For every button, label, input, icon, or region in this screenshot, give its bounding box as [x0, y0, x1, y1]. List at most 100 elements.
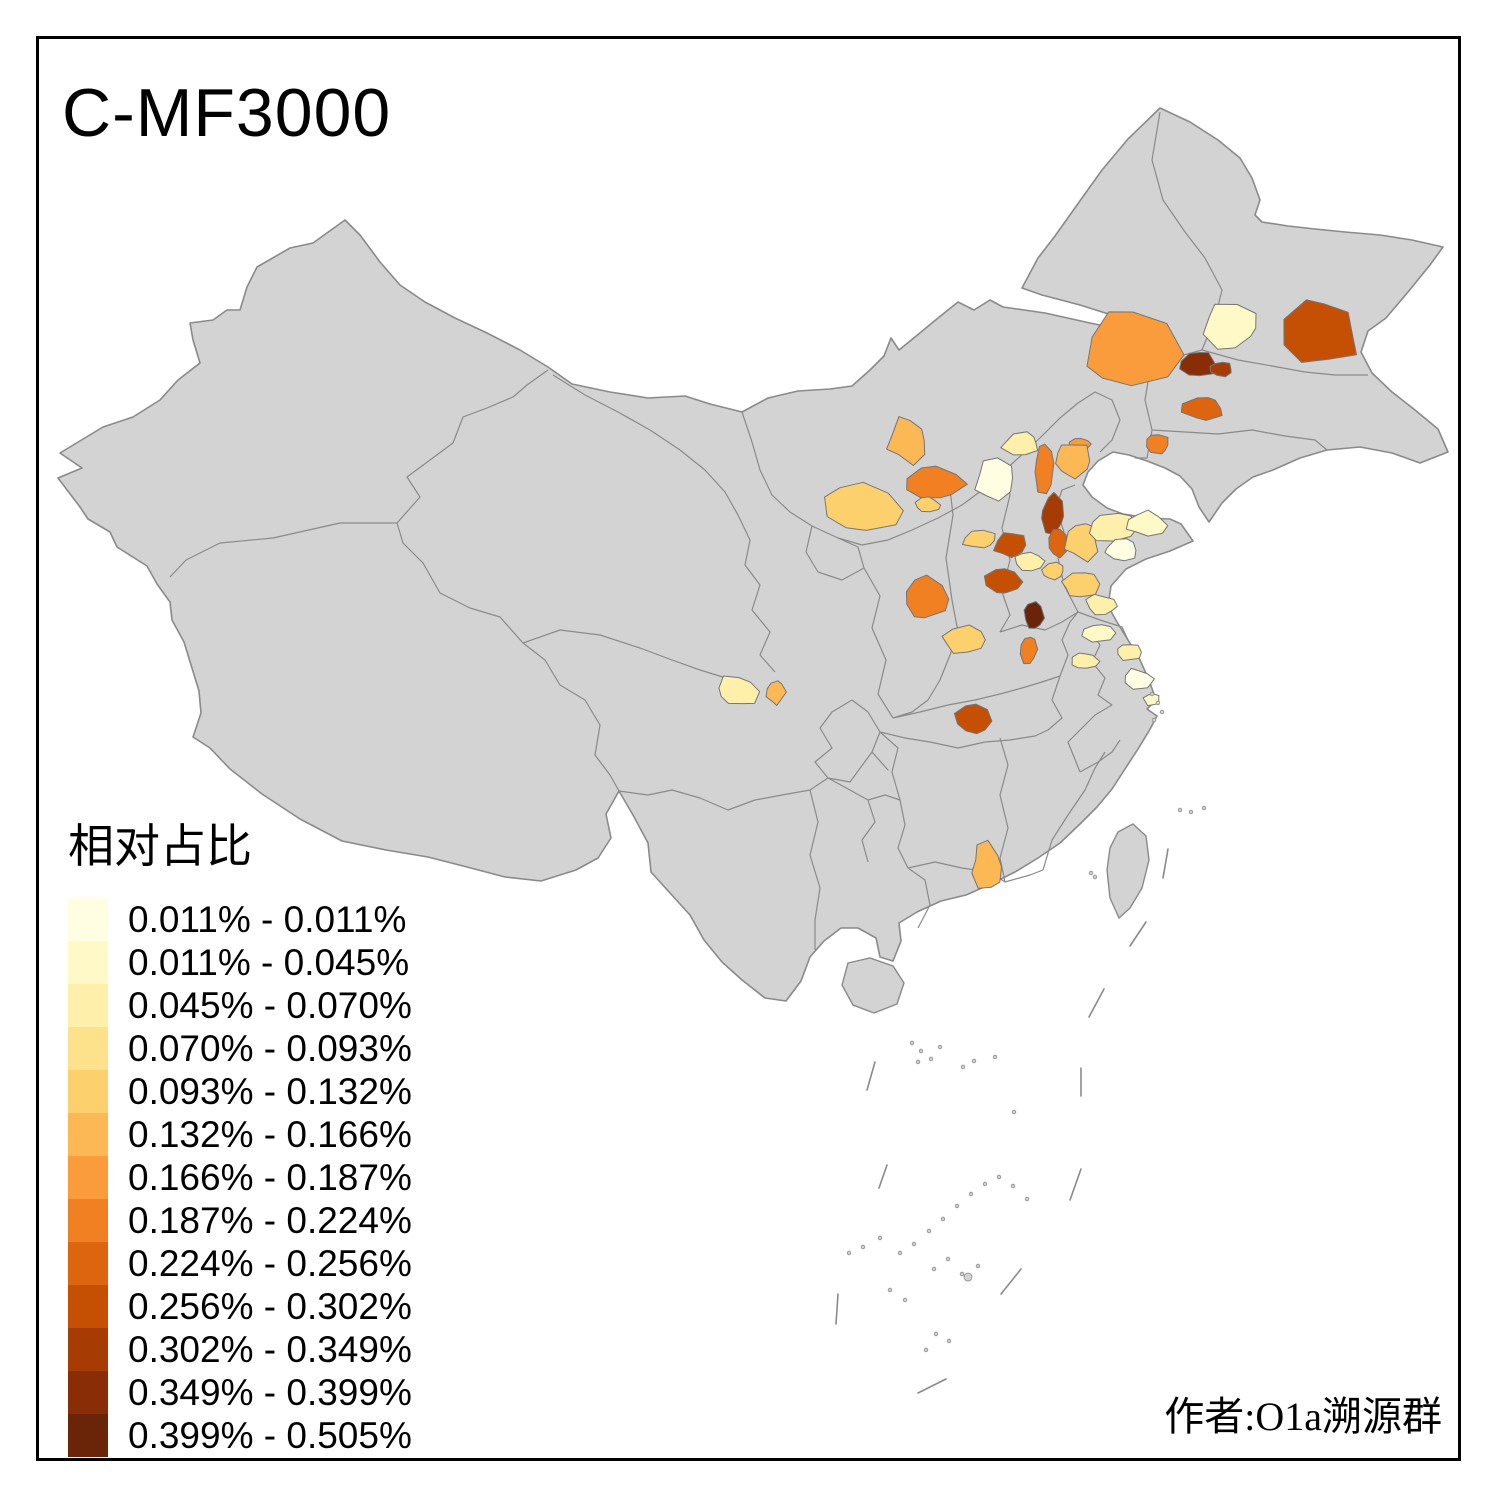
islet-dot	[860, 1244, 866, 1250]
province-border-line	[396, 369, 549, 524]
islet-dot	[1155, 700, 1161, 706]
legend-item: 0.070% - 0.093%	[68, 1027, 412, 1070]
islet-dot	[946, 1338, 952, 1344]
islet-dot	[902, 1297, 908, 1303]
legend-label: 0.256% - 0.302%	[128, 1286, 412, 1327]
islet-dot	[1149, 691, 1155, 697]
province-border-line	[879, 729, 1049, 749]
islet-dot	[963, 1272, 973, 1282]
prefecture-regions	[718, 299, 1357, 889]
islet-dot	[897, 1250, 903, 1256]
province-border-line	[805, 525, 865, 581]
legend-swatch	[68, 941, 108, 984]
legend-swatch	[68, 1242, 108, 1285]
islet-dot	[1011, 1109, 1017, 1115]
taiwan-island	[1106, 823, 1150, 920]
legend-swatch	[68, 1070, 108, 1113]
islet-dot	[1088, 870, 1094, 876]
islet-dot	[1159, 709, 1165, 715]
region-blob	[1061, 572, 1101, 598]
islet-dot	[1010, 1183, 1016, 1189]
islet-dot	[975, 1263, 981, 1269]
legend-swatch	[68, 1199, 108, 1242]
province-border-line	[892, 675, 1063, 731]
islet-dot	[960, 1064, 966, 1070]
legend-label: 0.399% - 0.505%	[128, 1415, 412, 1456]
legend-item: 0.187% - 0.224%	[68, 1199, 412, 1242]
region-blob	[1081, 624, 1117, 643]
islet-dot	[954, 1203, 960, 1209]
legend-label: 0.093% - 0.132%	[128, 1071, 412, 1112]
province-border-line	[999, 737, 1009, 883]
legend-item: 0.011% - 0.045%	[68, 941, 412, 984]
region-blob	[718, 675, 761, 705]
region-blob	[1124, 667, 1155, 690]
legend-item: 0.132% - 0.166%	[68, 1113, 412, 1156]
legend-label: 0.011% - 0.011%	[128, 899, 407, 940]
region-blob	[1019, 636, 1039, 665]
islet-dot	[1151, 717, 1157, 723]
islet-dot	[846, 1250, 852, 1256]
nine-dash-segment	[1162, 848, 1169, 879]
province-border-line	[1099, 399, 1121, 453]
legend-label: 0.045% - 0.070%	[128, 985, 412, 1026]
legend-item: 0.302% - 0.349%	[68, 1328, 412, 1371]
region-blob	[1117, 644, 1142, 661]
region-blob	[953, 703, 993, 735]
region-blob	[1283, 299, 1357, 363]
author-credit: 作者:O1a溯源群	[1164, 1394, 1442, 1439]
islet-dot	[968, 1191, 974, 1197]
province-border-line	[1201, 349, 1368, 376]
region-blob	[962, 529, 996, 549]
islet-dot	[909, 1040, 915, 1046]
region-blob	[983, 568, 1024, 594]
islet-dot	[915, 1059, 921, 1065]
region-blob	[886, 416, 926, 466]
islet-dot	[918, 1048, 924, 1054]
nine-dash-segment	[835, 1293, 839, 1325]
province-border-line	[1059, 611, 1079, 677]
legend-item: 0.166% - 0.187%	[68, 1156, 412, 1199]
islet-dot	[959, 1271, 965, 1277]
region-blob	[1041, 561, 1064, 581]
page-title: C-MF3000	[62, 75, 392, 151]
legend-item: 0.349% - 0.399%	[68, 1371, 412, 1414]
legend-label: 0.187% - 0.224%	[128, 1200, 412, 1241]
legend-swatch	[68, 1156, 108, 1199]
region-blob	[1142, 693, 1160, 707]
legend-label: 0.302% - 0.349%	[128, 1329, 412, 1370]
province-border-line	[1042, 751, 1106, 871]
nine-dash-segment	[1129, 921, 1147, 947]
nine-dash-segment	[1088, 988, 1105, 1018]
province-border-line	[867, 731, 901, 801]
legend-title: 相对占比	[68, 821, 252, 872]
islet-dot	[877, 1235, 883, 1241]
legend-label: 0.349% - 0.399%	[128, 1372, 412, 1413]
province-border-line	[827, 777, 876, 863]
province-border-line	[863, 567, 894, 719]
region-blob	[1104, 538, 1137, 562]
legend-swatch	[68, 1414, 108, 1457]
legend-swatch	[68, 1113, 108, 1156]
nine-dash-segment	[866, 1061, 876, 1091]
nine-dash-segment	[1000, 1268, 1022, 1295]
province-border-line	[552, 374, 776, 673]
region-blob	[971, 839, 1003, 889]
region-blob	[914, 496, 942, 513]
region-blob	[906, 465, 968, 499]
province-border-line	[396, 522, 620, 792]
islet-dot	[996, 1174, 1002, 1180]
province-border-line	[618, 777, 829, 811]
region-blob	[1146, 434, 1169, 455]
nine-dash-line	[835, 848, 1169, 1394]
islet-dot	[923, 1347, 929, 1353]
legend-item: 0.399% - 0.505%	[68, 1414, 412, 1457]
legend-item: 0.093% - 0.132%	[68, 1070, 412, 1113]
islet-dot	[1201, 805, 1207, 811]
region-blob	[1179, 352, 1217, 377]
province-border-line	[999, 611, 1129, 641]
nine-dash-segment	[878, 1164, 888, 1189]
legend-label: 0.132% - 0.166%	[128, 1114, 412, 1155]
legend-swatch	[68, 1285, 108, 1328]
